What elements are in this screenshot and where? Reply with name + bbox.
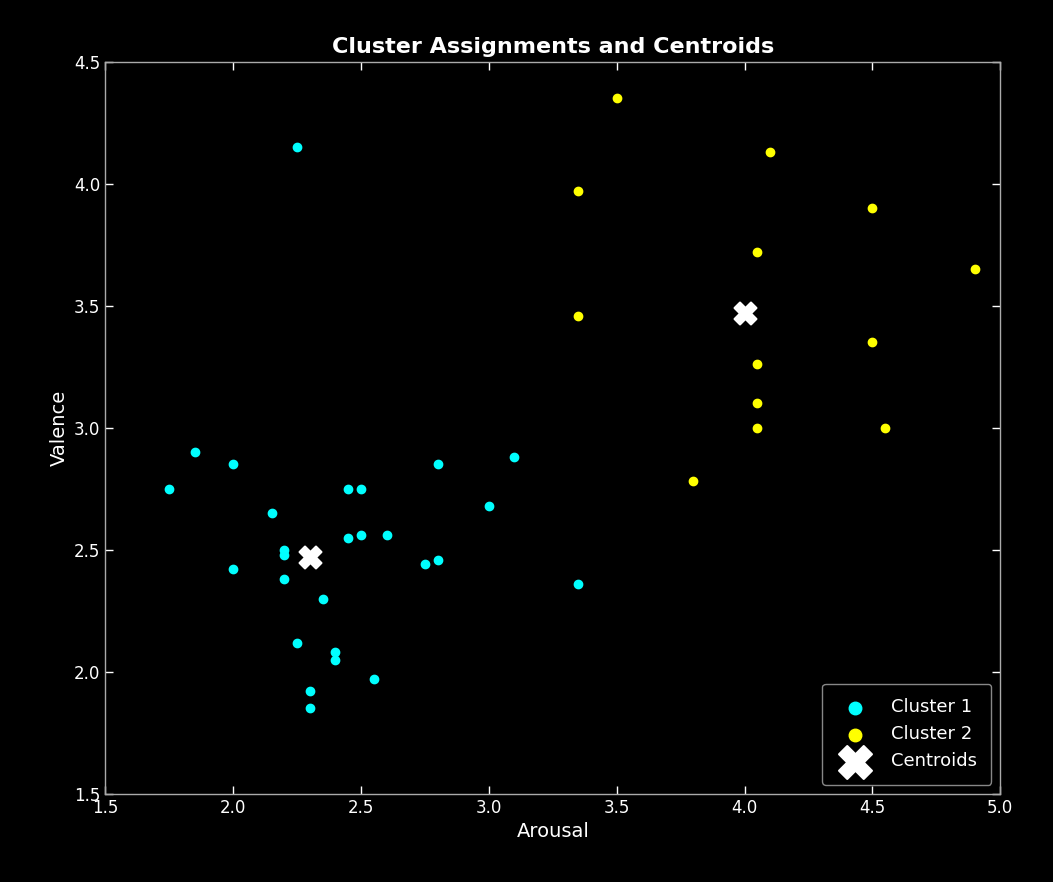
Cluster 1 bbox=[340, 531, 357, 545]
Cluster 1 bbox=[161, 482, 178, 496]
Cluster 1 bbox=[353, 482, 370, 496]
Cluster 1 bbox=[327, 653, 344, 667]
Cluster 1 bbox=[224, 562, 241, 576]
Cluster 1 bbox=[353, 528, 370, 542]
Cluster 2 bbox=[877, 421, 894, 435]
Cluster 1 bbox=[186, 445, 203, 460]
Cluster 1 bbox=[276, 548, 293, 562]
Centroids bbox=[736, 306, 753, 320]
Cluster 1 bbox=[289, 140, 305, 154]
Cluster 1 bbox=[224, 457, 241, 471]
Cluster 1 bbox=[301, 701, 318, 715]
Cluster 2 bbox=[865, 335, 881, 349]
Cluster 1 bbox=[327, 646, 344, 660]
Cluster 2 bbox=[967, 262, 984, 276]
Cluster 2 bbox=[609, 92, 625, 106]
Cluster 1 bbox=[276, 542, 293, 557]
Cluster 1 bbox=[314, 592, 331, 606]
Cluster 1 bbox=[301, 684, 318, 699]
Cluster 1 bbox=[417, 557, 434, 572]
Cluster 1 bbox=[289, 635, 305, 649]
Cluster 1 bbox=[570, 577, 587, 591]
Cluster 1 bbox=[430, 457, 446, 471]
Cluster 1 bbox=[378, 528, 395, 542]
Cluster 2 bbox=[686, 475, 702, 489]
Cluster 2 bbox=[761, 145, 778, 159]
Cluster 1 bbox=[506, 450, 523, 464]
Cluster 2 bbox=[749, 357, 766, 371]
Cluster 1 bbox=[480, 499, 497, 513]
Cluster 2 bbox=[749, 396, 766, 410]
Cluster 2 bbox=[749, 421, 766, 435]
Title: Cluster Assignments and Centroids: Cluster Assignments and Centroids bbox=[332, 37, 774, 57]
Cluster 1 bbox=[263, 506, 280, 520]
Cluster 2 bbox=[865, 201, 881, 215]
Cluster 1 bbox=[276, 572, 293, 587]
X-axis label: Arousal: Arousal bbox=[516, 822, 590, 841]
Cluster 1 bbox=[365, 672, 382, 686]
Centroids bbox=[301, 550, 318, 564]
Cluster 2 bbox=[570, 184, 587, 198]
Cluster 1 bbox=[340, 482, 357, 496]
Legend: Cluster 1, Cluster 2, Centroids: Cluster 1, Cluster 2, Centroids bbox=[822, 684, 991, 785]
Y-axis label: Valence: Valence bbox=[49, 390, 68, 466]
Cluster 2 bbox=[570, 309, 587, 323]
Cluster 1 bbox=[430, 552, 446, 566]
Cluster 2 bbox=[749, 245, 766, 259]
